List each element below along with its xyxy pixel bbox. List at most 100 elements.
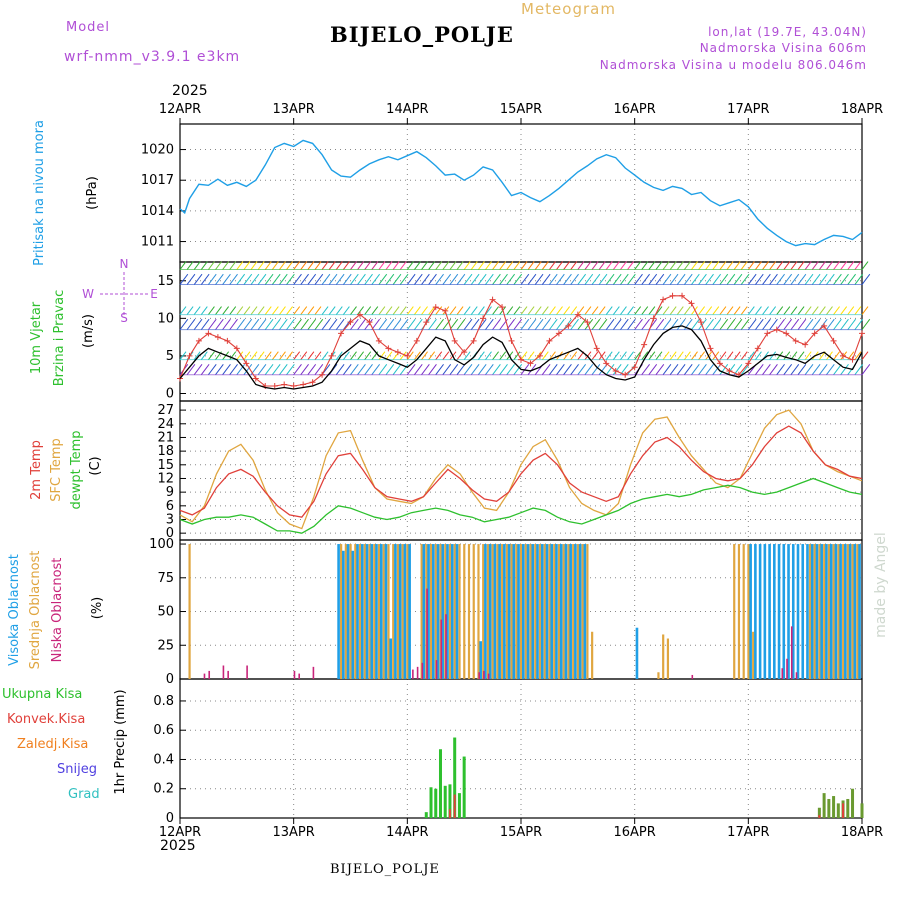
wind-arrow — [229, 273, 238, 285]
wind-arrow — [293, 273, 302, 285]
y-tick-label: 0.8 — [153, 694, 174, 709]
wind-arrow — [470, 273, 480, 285]
wind-arrow — [627, 306, 634, 315]
wind-arrow — [818, 306, 826, 315]
wind-arrow — [648, 351, 656, 360]
x-tick-label-bottom: 17APR — [727, 825, 769, 840]
wind-arrow — [719, 273, 729, 285]
wind-arrow — [662, 364, 672, 376]
mid-cloud-bar — [737, 544, 741, 679]
x-tick-label-top: 15APR — [500, 102, 542, 117]
wind-key-south: S — [120, 311, 128, 325]
wind-arrow — [250, 351, 258, 360]
product-title: Meteogram — [521, 0, 616, 18]
wind-arrow — [385, 306, 393, 315]
mid-cloud-ylabel: Srednja Oblacnost — [28, 551, 43, 670]
mid-cloud-bar — [482, 544, 485, 679]
x-tick-label-top: 17APR — [727, 102, 769, 117]
y-tick-label: 15 — [157, 458, 174, 473]
wind-arrow — [428, 364, 437, 376]
mid-cloud-bar — [420, 544, 423, 679]
wind-arrow — [833, 318, 842, 330]
gust-marker — [413, 337, 420, 344]
wind-arrow — [641, 306, 649, 315]
wind-arrow — [804, 351, 812, 360]
wind-arrow — [549, 364, 558, 376]
wind-arrow — [371, 318, 381, 330]
wind-arrow — [556, 261, 563, 270]
wind-arrow — [236, 364, 246, 376]
wind-arrow — [257, 364, 267, 376]
wind-arrow — [705, 318, 714, 330]
low-cloud-bar — [203, 673, 206, 679]
wind-arrow — [364, 318, 373, 330]
wind-arrow — [762, 273, 771, 285]
wind-arrow — [470, 364, 480, 376]
high-cloud-bar — [815, 544, 819, 679]
wind-arrow — [705, 273, 714, 285]
low-cloud-bar — [421, 662, 424, 679]
high-cloud-bar — [398, 544, 402, 679]
wind-arrow — [485, 351, 492, 360]
mid-cloud-bar — [510, 544, 513, 679]
wind-arrow — [279, 261, 286, 270]
wind-arrow — [335, 318, 345, 330]
high-cloud-bar — [574, 544, 577, 679]
high-cloud-bar — [389, 638, 392, 679]
wind-arrow — [776, 306, 784, 315]
pressure-unit: (hPa) — [85, 176, 100, 210]
wind-arrow — [818, 318, 828, 330]
wind-arrow — [683, 306, 691, 315]
wind-arrow — [357, 261, 365, 270]
total-rain-bar — [817, 807, 821, 818]
wind-arrow — [357, 318, 366, 330]
y-tick-label: 21 — [157, 430, 174, 445]
high-cloud-bar — [503, 544, 506, 679]
gust-marker — [792, 337, 799, 344]
wind-arrow — [826, 364, 835, 376]
wind-arrow — [208, 364, 217, 376]
high-cloud-bar — [777, 544, 781, 679]
wind-arrow — [783, 364, 793, 376]
wind-arrow — [804, 261, 812, 270]
wind-arrow — [549, 318, 558, 330]
wind-arrow — [648, 364, 658, 376]
high-cloud-bar — [422, 544, 426, 679]
wind-arrow — [421, 306, 428, 315]
wind-arrow — [627, 261, 634, 270]
wind-arrow — [229, 318, 238, 330]
wind-arrow — [605, 318, 615, 330]
wind-arrow — [414, 273, 423, 285]
high-cloud-bar — [540, 544, 544, 679]
low-cloud-bar — [227, 670, 229, 679]
wind-arrow — [740, 261, 748, 270]
wind-arrow — [719, 318, 729, 330]
high-cloud-bar — [555, 544, 558, 679]
wind-arrow — [492, 273, 501, 285]
gust-marker — [612, 367, 619, 374]
wind-arrow — [492, 306, 499, 315]
wind-arrow — [556, 364, 565, 376]
high-cloud-bar — [484, 544, 487, 679]
wind-arrow — [200, 318, 210, 330]
wind-arrow — [371, 364, 381, 376]
x-tick-label-bottom: 13APR — [273, 825, 315, 840]
wind-arrow — [627, 318, 636, 330]
wind-arrow — [385, 351, 393, 360]
wind-arrow — [414, 261, 421, 270]
wind-arrow — [321, 273, 331, 285]
station-title: BIJELO_POLJE — [330, 22, 514, 47]
wind-arrow — [612, 273, 622, 285]
wind-arrow — [769, 306, 777, 315]
wind-arrow — [655, 364, 665, 376]
wind-arrow — [811, 273, 821, 285]
wind-arrow — [762, 261, 769, 270]
high-cloud-bar — [384, 544, 388, 679]
wind-arrow — [705, 306, 713, 315]
gust-marker — [603, 360, 610, 367]
wind-arrow — [648, 261, 656, 270]
wind-arrow — [833, 273, 842, 285]
wind-arrow — [179, 273, 189, 285]
low-cloud-bar — [795, 672, 798, 679]
wind-arrow — [328, 273, 338, 285]
